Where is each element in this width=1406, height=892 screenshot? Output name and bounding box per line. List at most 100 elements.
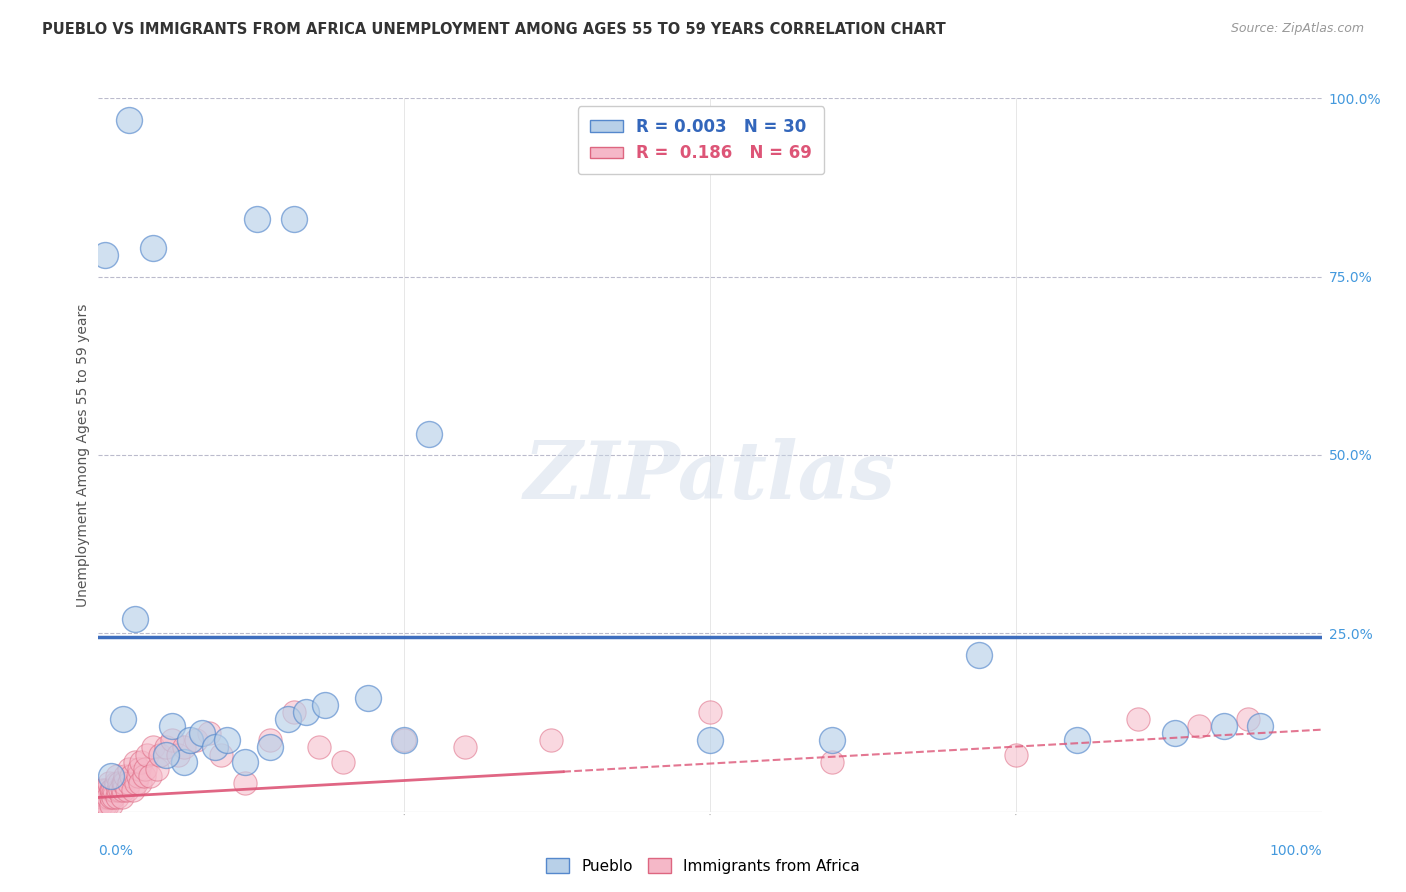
Point xyxy=(110,783,132,797)
Point xyxy=(103,783,125,797)
Point xyxy=(96,797,118,812)
Point xyxy=(101,790,124,805)
Point xyxy=(209,747,232,762)
Point xyxy=(118,762,141,776)
Point xyxy=(540,733,562,747)
Point xyxy=(93,248,115,262)
Point xyxy=(146,762,169,776)
Text: Source: ZipAtlas.com: Source: ZipAtlas.com xyxy=(1230,22,1364,36)
Point xyxy=(1249,719,1271,733)
Point xyxy=(93,797,115,812)
Point xyxy=(259,740,281,755)
Point xyxy=(128,762,150,776)
Point xyxy=(160,719,183,733)
Point xyxy=(246,212,269,227)
Y-axis label: Unemployment Among Ages 55 to 59 years: Unemployment Among Ages 55 to 59 years xyxy=(76,303,90,607)
Point xyxy=(277,712,299,726)
Point xyxy=(1237,712,1260,726)
Point xyxy=(191,726,214,740)
Point xyxy=(295,705,318,719)
Legend: R = 0.003   N = 30, R =  0.186   N = 69: R = 0.003 N = 30, R = 0.186 N = 69 xyxy=(578,106,824,174)
Point xyxy=(96,783,118,797)
Text: PUEBLO VS IMMIGRANTS FROM AFRICA UNEMPLOYMENT AMONG AGES 55 TO 59 YEARS CORRELAT: PUEBLO VS IMMIGRANTS FROM AFRICA UNEMPLO… xyxy=(42,22,946,37)
Point xyxy=(821,733,844,747)
Point xyxy=(392,733,416,747)
Point xyxy=(1212,719,1234,733)
Point xyxy=(111,776,134,790)
Point xyxy=(111,790,134,805)
Point xyxy=(186,733,208,747)
Point xyxy=(308,740,330,755)
Point xyxy=(197,726,219,740)
Point xyxy=(127,769,149,783)
Point xyxy=(136,747,159,762)
Point xyxy=(332,755,354,769)
Point xyxy=(967,648,990,662)
Point xyxy=(392,733,416,747)
Point xyxy=(114,769,136,783)
Point xyxy=(356,690,378,705)
Point xyxy=(91,790,114,805)
Point xyxy=(124,755,146,769)
Point xyxy=(91,790,114,805)
Point xyxy=(139,769,162,783)
Point xyxy=(93,783,115,797)
Point xyxy=(89,790,111,805)
Point xyxy=(132,769,155,783)
Point xyxy=(100,783,122,797)
Point xyxy=(1066,733,1088,747)
Text: 100.0%: 100.0% xyxy=(1270,844,1322,858)
Point xyxy=(233,776,256,790)
Point xyxy=(1004,747,1026,762)
Point xyxy=(129,755,152,769)
Point xyxy=(118,776,141,790)
Text: ZIPatlas: ZIPatlas xyxy=(524,438,896,515)
Point xyxy=(173,740,195,755)
Point xyxy=(115,783,138,797)
Point xyxy=(125,776,148,790)
Point xyxy=(418,426,440,441)
Point xyxy=(105,790,128,805)
Point xyxy=(98,776,121,790)
Point xyxy=(283,212,305,227)
Point xyxy=(233,755,256,769)
Point xyxy=(118,112,141,127)
Point xyxy=(1164,726,1187,740)
Point xyxy=(699,705,721,719)
Point xyxy=(142,740,165,755)
Point xyxy=(454,740,477,755)
Point xyxy=(104,776,127,790)
Point xyxy=(101,783,124,797)
Point xyxy=(821,755,844,769)
Point xyxy=(100,797,122,812)
Point xyxy=(259,733,281,747)
Point xyxy=(111,712,134,726)
Text: 0.0%: 0.0% xyxy=(98,844,134,858)
Point xyxy=(167,747,190,762)
Point xyxy=(179,733,201,747)
Point xyxy=(149,747,172,762)
Point xyxy=(283,705,305,719)
Point xyxy=(100,769,122,783)
Point xyxy=(155,747,177,762)
Point xyxy=(100,790,122,805)
Point xyxy=(134,762,156,776)
Point xyxy=(1188,719,1211,733)
Point xyxy=(121,783,143,797)
Point xyxy=(87,797,110,812)
Point xyxy=(155,740,177,755)
Point xyxy=(94,790,117,805)
Point xyxy=(97,790,120,805)
Point xyxy=(124,612,146,626)
Point xyxy=(111,783,134,797)
Point xyxy=(173,755,195,769)
Point xyxy=(107,783,129,797)
Point xyxy=(108,776,131,790)
Point xyxy=(90,797,112,812)
Point xyxy=(91,783,114,797)
Point xyxy=(129,776,152,790)
Point xyxy=(120,769,142,783)
Legend: Pueblo, Immigrants from Africa: Pueblo, Immigrants from Africa xyxy=(540,852,866,880)
Point xyxy=(112,776,135,790)
Point xyxy=(160,733,183,747)
